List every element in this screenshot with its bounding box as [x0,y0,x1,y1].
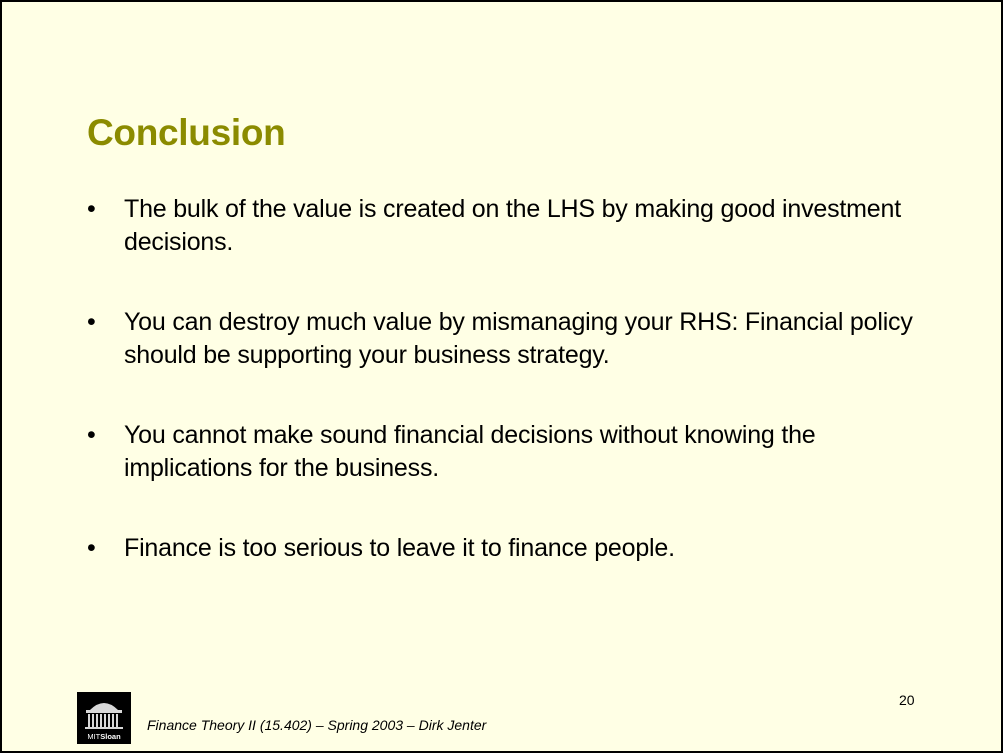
logo-text-light: MIT [87,732,100,741]
mit-sloan-logo: MITSloan [77,692,131,744]
bullet-item: • You cannot make sound financial decisi… [87,419,947,485]
bullet-text: You cannot make sound financial decision… [124,421,816,482]
bullet-item: • The bulk of the value is created on th… [87,193,947,259]
page-number: 20 [899,692,915,708]
bullet-text: You can destroy much value by mismanagin… [124,308,913,369]
bullet-marker: • [87,534,96,562]
bullet-item: • Finance is too serious to leave it to … [87,532,947,565]
footer-text: Finance Theory II (15.402) – Spring 2003… [147,717,487,733]
bullet-marker: • [87,195,96,223]
bullet-marker: • [87,421,96,449]
bullet-text: The bulk of the value is created on the … [124,195,901,256]
svg-text:MITSloan: MITSloan [87,732,121,741]
bullet-text: Finance is too serious to leave it to fi… [124,534,675,562]
slide-title: Conclusion [87,112,286,153]
logo-text-bold: Sloan [100,732,121,741]
mit-dome-icon: MITSloan [77,692,131,744]
bullet-item: • You can destroy much value by mismanag… [87,306,947,372]
bullet-marker: • [87,308,96,336]
